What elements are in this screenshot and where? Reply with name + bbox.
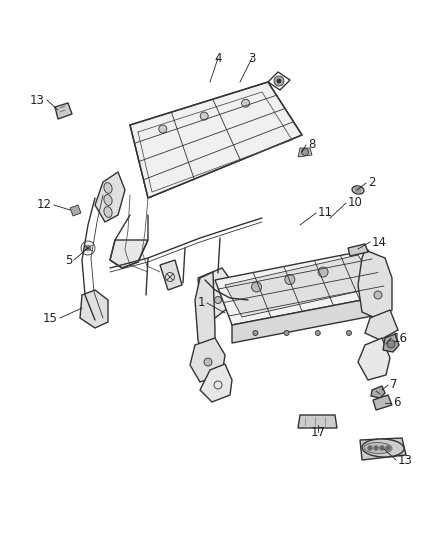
Circle shape — [253, 330, 258, 335]
Polygon shape — [215, 250, 388, 325]
Polygon shape — [160, 260, 182, 290]
Polygon shape — [232, 295, 388, 343]
Text: 2: 2 — [368, 176, 375, 190]
Text: 16: 16 — [393, 332, 408, 344]
Circle shape — [318, 267, 328, 277]
Circle shape — [380, 446, 384, 450]
Polygon shape — [371, 386, 385, 398]
Circle shape — [277, 79, 281, 83]
Text: 5: 5 — [65, 254, 72, 266]
Text: 3: 3 — [248, 52, 256, 64]
Circle shape — [204, 358, 212, 366]
Polygon shape — [95, 172, 125, 222]
Ellipse shape — [352, 186, 364, 194]
Polygon shape — [130, 82, 302, 198]
Polygon shape — [80, 290, 108, 328]
Polygon shape — [200, 364, 232, 402]
Circle shape — [251, 282, 261, 292]
Polygon shape — [358, 338, 390, 380]
Polygon shape — [365, 310, 398, 340]
Circle shape — [301, 149, 308, 156]
Circle shape — [374, 446, 378, 450]
Circle shape — [159, 125, 167, 133]
Polygon shape — [360, 438, 406, 460]
Polygon shape — [55, 103, 72, 119]
Polygon shape — [110, 240, 148, 268]
Ellipse shape — [104, 207, 112, 217]
Text: 6: 6 — [393, 397, 400, 409]
Circle shape — [285, 274, 295, 285]
Circle shape — [284, 330, 289, 335]
Circle shape — [85, 245, 91, 251]
Circle shape — [274, 76, 284, 86]
Ellipse shape — [364, 442, 392, 454]
Text: 14: 14 — [372, 236, 387, 248]
Polygon shape — [373, 395, 392, 410]
Text: 4: 4 — [214, 52, 222, 64]
Ellipse shape — [362, 439, 404, 457]
Polygon shape — [348, 244, 368, 256]
Text: 8: 8 — [308, 139, 315, 151]
Circle shape — [346, 330, 352, 335]
Circle shape — [242, 99, 250, 107]
Polygon shape — [195, 272, 215, 368]
Text: 1: 1 — [198, 296, 205, 310]
Polygon shape — [225, 255, 378, 317]
Polygon shape — [358, 250, 392, 320]
Circle shape — [355, 187, 361, 193]
Ellipse shape — [104, 183, 112, 193]
Circle shape — [387, 340, 395, 348]
Circle shape — [215, 296, 222, 303]
Circle shape — [374, 291, 382, 299]
Text: 10: 10 — [348, 197, 363, 209]
Polygon shape — [190, 338, 225, 382]
Circle shape — [200, 112, 208, 120]
Circle shape — [315, 330, 320, 335]
Circle shape — [386, 446, 390, 450]
Text: 13: 13 — [30, 93, 45, 107]
Circle shape — [206, 281, 213, 288]
Circle shape — [368, 446, 372, 450]
Text: 7: 7 — [390, 378, 398, 392]
Circle shape — [373, 330, 378, 335]
Polygon shape — [298, 148, 312, 157]
Polygon shape — [70, 205, 81, 216]
Text: 17: 17 — [311, 425, 325, 439]
Text: 12: 12 — [37, 198, 52, 212]
Polygon shape — [383, 334, 399, 352]
Polygon shape — [298, 415, 337, 428]
Polygon shape — [198, 268, 232, 318]
Ellipse shape — [104, 195, 112, 205]
Text: 13: 13 — [398, 454, 413, 466]
Text: 11: 11 — [318, 206, 333, 220]
Text: 15: 15 — [43, 311, 58, 325]
